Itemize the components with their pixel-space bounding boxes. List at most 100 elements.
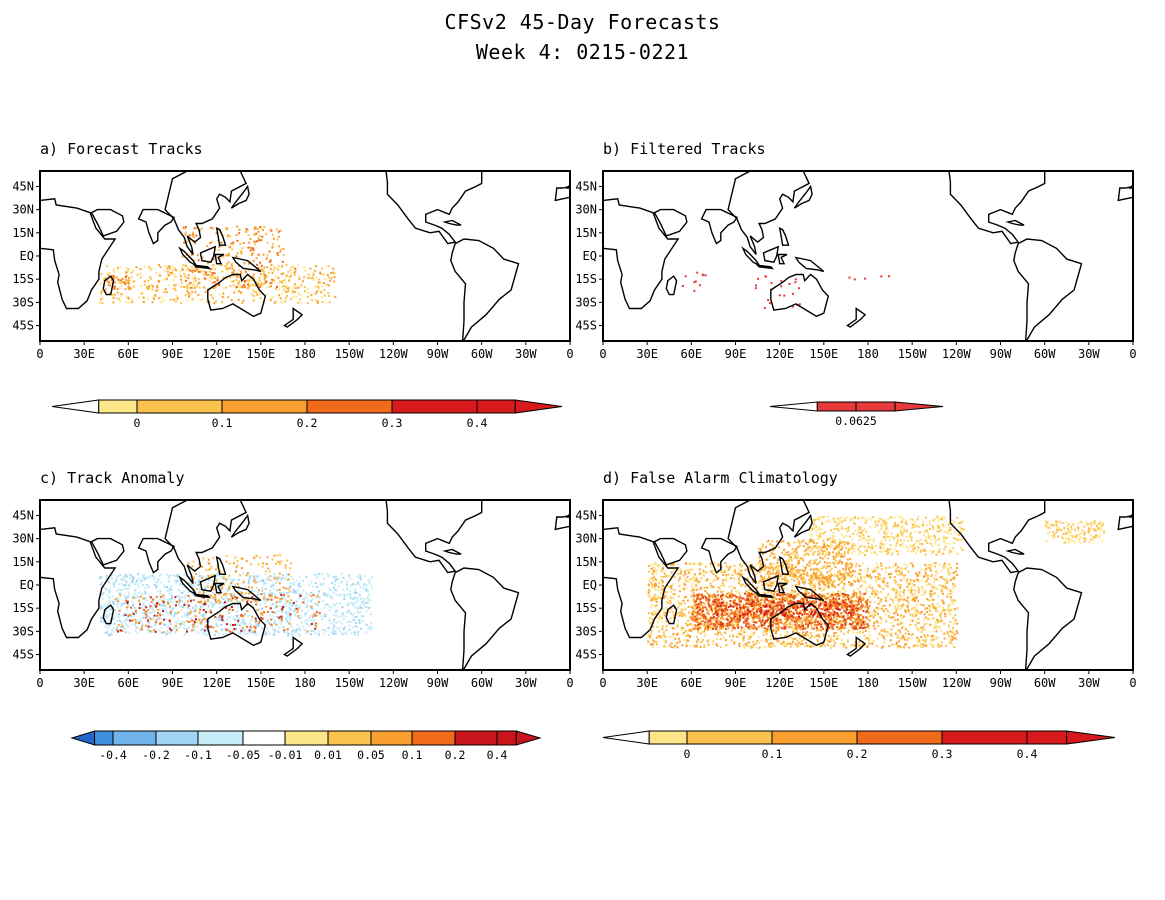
track-point [314, 292, 317, 295]
track-point [307, 296, 309, 298]
track-point [199, 622, 202, 625]
track-point [285, 291, 288, 293]
track-point [730, 588, 733, 591]
track-point [789, 636, 792, 639]
track-point [226, 618, 229, 621]
track-point [649, 606, 652, 609]
track-point [861, 643, 864, 646]
track-point [716, 638, 719, 641]
track-point [940, 620, 943, 623]
track-point [315, 609, 318, 612]
track-point [179, 605, 182, 608]
track-point [880, 562, 883, 565]
track-point [956, 567, 959, 570]
track-point [931, 634, 934, 637]
track-point [902, 591, 905, 594]
track-point [651, 612, 653, 615]
track-point [235, 255, 238, 258]
lat-tick-label: EQ [20, 578, 34, 592]
track-point [292, 591, 295, 594]
track-point [758, 600, 761, 603]
track-point [907, 633, 910, 635]
track-point [208, 270, 211, 273]
track-point [930, 635, 933, 638]
track-point [184, 620, 187, 623]
track-point [297, 615, 300, 618]
track-point [702, 623, 705, 625]
track-point [837, 634, 840, 637]
track-point [249, 278, 252, 281]
track-point [194, 604, 197, 607]
track-point [802, 565, 805, 568]
track-point [314, 285, 317, 288]
track-point [317, 286, 320, 289]
track-point [690, 585, 693, 588]
track-point [718, 613, 721, 616]
track-point [289, 608, 292, 611]
coastline [1117, 185, 1133, 202]
track-point [261, 587, 264, 590]
track-point [200, 620, 203, 623]
track-point [934, 621, 937, 624]
track-point [816, 640, 819, 643]
track-point [672, 597, 675, 600]
track-point [900, 590, 903, 593]
track-point [940, 588, 943, 591]
track-point [217, 625, 220, 628]
track-point [917, 591, 920, 594]
track-point [648, 588, 650, 591]
track-point [255, 634, 258, 636]
track-point [890, 622, 893, 624]
track-point [166, 270, 169, 273]
track-point [198, 591, 201, 594]
track-point [165, 611, 168, 614]
track-point [942, 606, 944, 609]
track-point [753, 589, 755, 592]
track-point [830, 638, 833, 641]
track-point [183, 601, 186, 604]
track-point [242, 581, 245, 584]
track-point [267, 630, 269, 633]
lon-tick-label: 90W [990, 347, 1012, 361]
track-point [205, 590, 208, 593]
track-point [284, 300, 287, 303]
track-point [654, 641, 657, 644]
track-point [367, 590, 369, 593]
track-point [952, 572, 955, 574]
track-point [677, 600, 680, 603]
track-point [832, 638, 835, 641]
track-point [335, 578, 338, 581]
track-point [939, 610, 942, 613]
track-point [159, 618, 162, 620]
track-point [248, 574, 251, 577]
track-point [917, 600, 920, 603]
track-point [146, 297, 149, 300]
track-point [169, 298, 172, 301]
track-point [151, 608, 154, 611]
track-point [880, 275, 883, 278]
track-point [115, 578, 118, 581]
track-point [650, 577, 653, 580]
track-point [681, 612, 684, 615]
track-point [784, 644, 787, 647]
track-point [223, 601, 226, 604]
track-point [944, 565, 947, 568]
track-point [175, 601, 178, 604]
track-point [822, 588, 825, 591]
track-point [366, 606, 369, 609]
track-point [947, 606, 950, 608]
track-point [123, 576, 126, 579]
track-point [204, 600, 207, 603]
track-point [137, 599, 140, 602]
track-point [917, 617, 920, 620]
track-point [732, 622, 734, 625]
track-point [240, 615, 243, 618]
track-point [744, 585, 747, 588]
track-point [899, 631, 902, 634]
track-point [699, 646, 702, 648]
coastline [164, 171, 248, 255]
track-point [278, 589, 281, 591]
track-point [295, 287, 297, 290]
track-point [266, 556, 269, 559]
track-point [221, 605, 224, 607]
